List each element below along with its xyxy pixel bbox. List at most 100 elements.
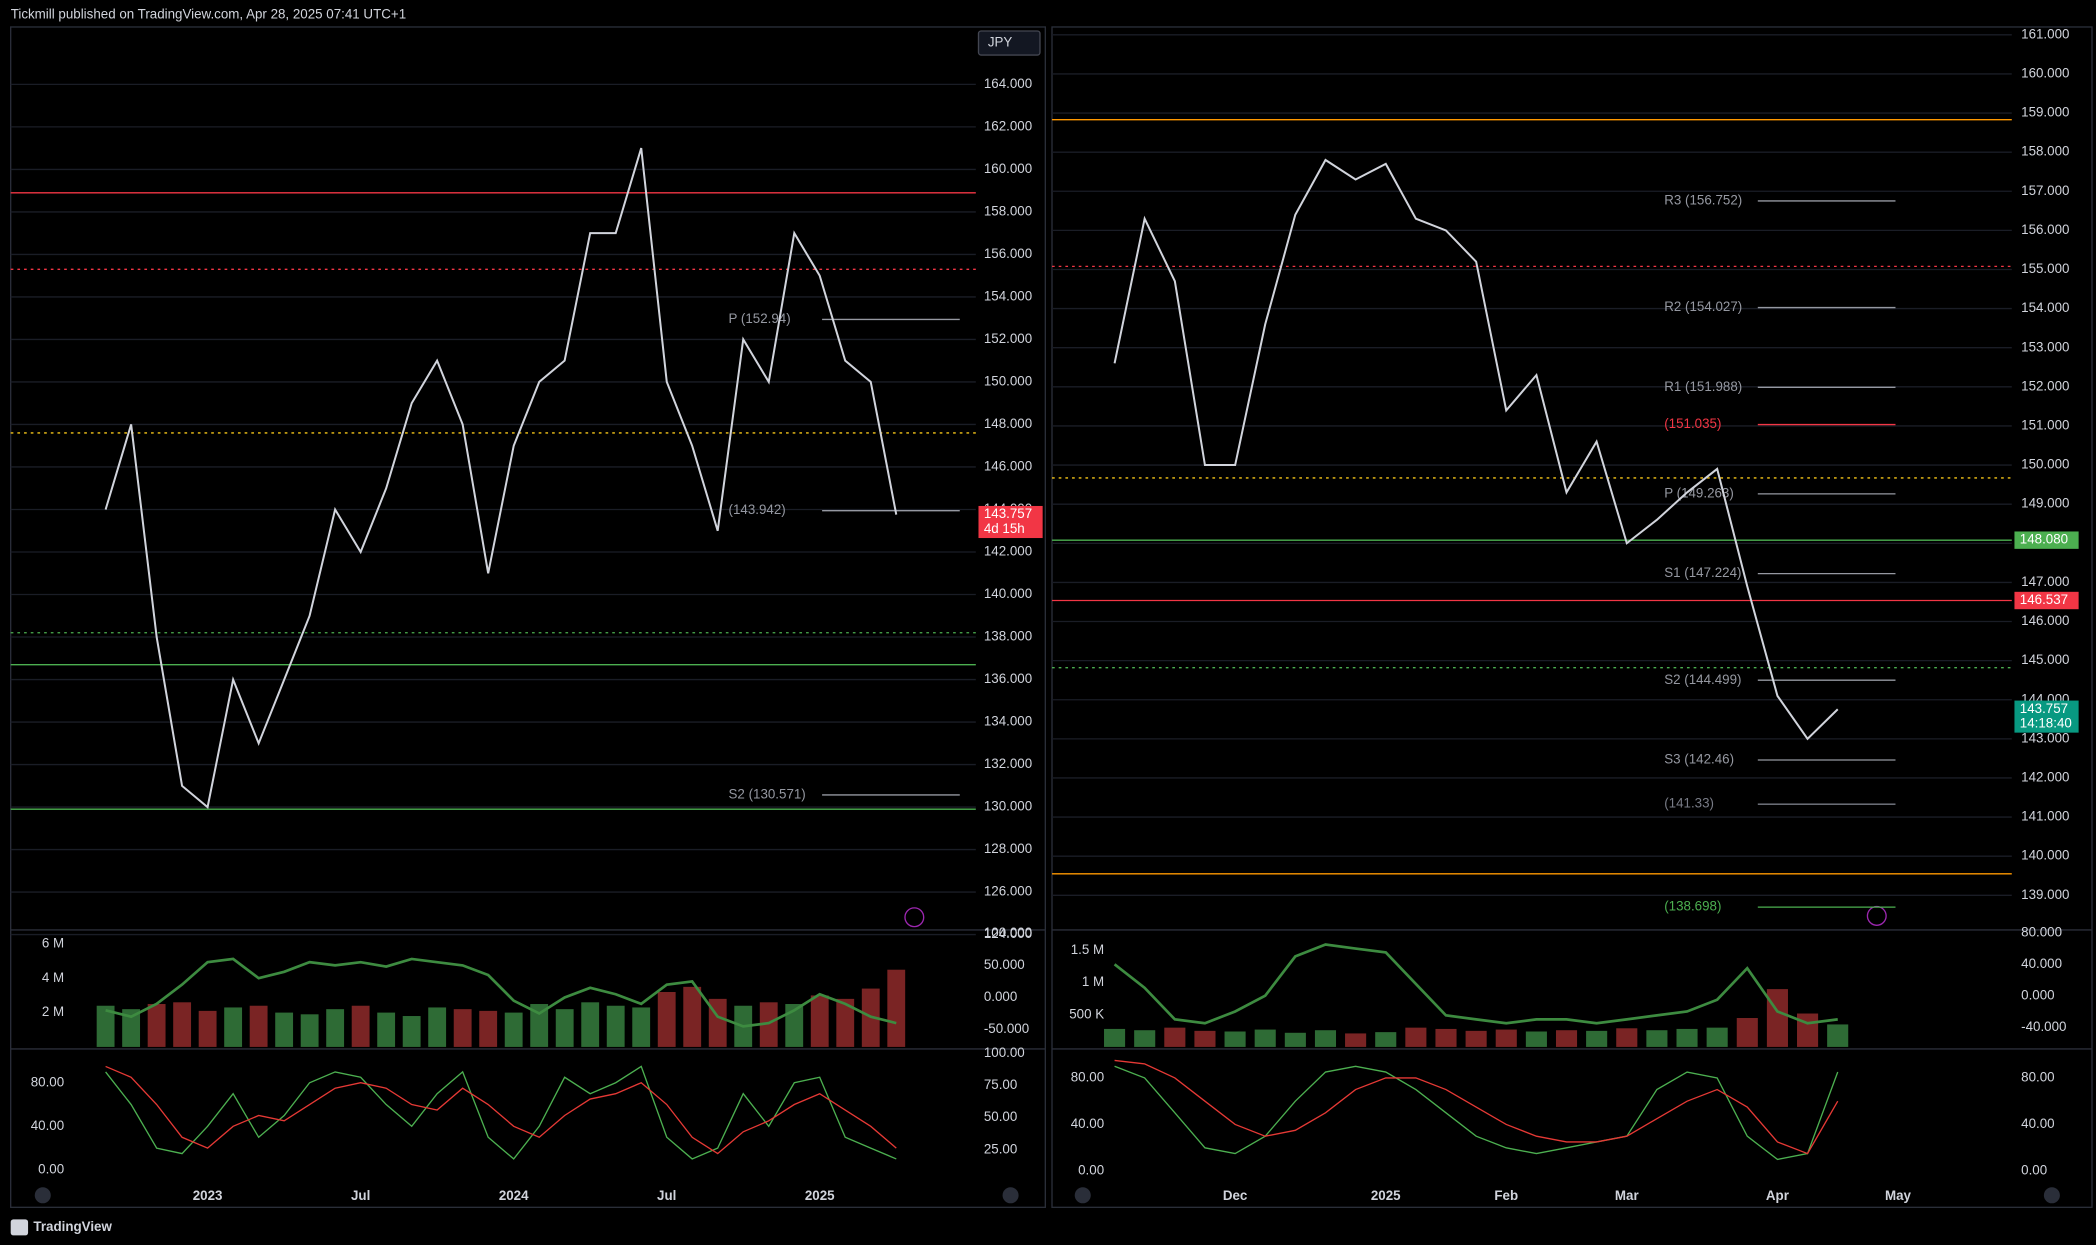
- tick-label: 50.00: [984, 1109, 1017, 1124]
- tick-label: 147.000: [2021, 574, 2069, 589]
- volume-bar: [275, 1012, 294, 1047]
- tick-label: 142.000: [984, 544, 1032, 559]
- brand: TradingView: [33, 1219, 112, 1234]
- x-tick-label: May: [1885, 1188, 1912, 1203]
- tick-label: 152.000: [2021, 378, 2069, 393]
- zoom-button[interactable]: [34, 1187, 51, 1204]
- volume-bar: [1405, 1027, 1427, 1047]
- tick-label: 154.000: [2021, 300, 2069, 315]
- level-label: (143.942): [729, 502, 786, 517]
- tick-label: 141.000: [2021, 809, 2069, 824]
- tick-label: 40.000: [2021, 956, 2062, 971]
- tick-label: 4 M: [42, 970, 64, 985]
- tick-label: 150.000: [2021, 457, 2069, 472]
- x-tick-label: Feb: [1494, 1188, 1518, 1203]
- price-tag-note: 4d 15h: [984, 521, 1025, 536]
- tick-label: 146.000: [984, 459, 1032, 474]
- level-label: (138.698): [1664, 899, 1721, 914]
- tick-label: 100.00: [984, 1045, 1025, 1060]
- tick-label: 162.000: [984, 118, 1032, 133]
- tick-label: 140.000: [984, 586, 1032, 601]
- event-icon[interactable]: [904, 907, 925, 928]
- auto-button[interactable]: [2043, 1187, 2060, 1204]
- tick-label: 75.00: [984, 1077, 1017, 1092]
- currency-box: [977, 30, 1041, 56]
- volume-bar: [1284, 1032, 1306, 1047]
- x-tick-label: 2025: [1371, 1188, 1401, 1203]
- level-label: S1 (147.224): [1664, 565, 1741, 580]
- tick-label: 142.000: [2021, 770, 2069, 785]
- tick-label: 158.000: [984, 203, 1032, 218]
- volume-bar: [632, 1007, 651, 1047]
- volume-bar: [1736, 1018, 1758, 1047]
- tick-label: 136.000: [984, 671, 1032, 686]
- currency: JPY: [988, 35, 1013, 50]
- zoom-button[interactable]: [1074, 1187, 1091, 1204]
- volume-bar: [224, 1007, 243, 1047]
- price-tag-note: 14:18:40: [2020, 715, 2072, 730]
- volume-bar: [1495, 1029, 1517, 1047]
- volume-bar: [300, 1014, 319, 1047]
- volume-bar: [1797, 1013, 1819, 1047]
- x-tick-label: Apr: [1766, 1188, 1789, 1203]
- volume-bar: [453, 1009, 472, 1047]
- x-tick-label: 2023: [193, 1188, 223, 1203]
- volume-bar: [1435, 1028, 1457, 1047]
- volume-bar: [1104, 1028, 1126, 1047]
- volume-bar: [351, 1005, 370, 1047]
- volume-bar: [249, 1005, 268, 1047]
- volume-bar: [1525, 1031, 1547, 1047]
- tick-label: 100.000: [984, 925, 1032, 940]
- price-line: [104, 147, 898, 809]
- volume-bar: [555, 1009, 574, 1047]
- tick-label: 40.00: [2021, 1116, 2054, 1131]
- tick-label: 161.000: [2021, 26, 2069, 41]
- volume-bar: [1555, 1030, 1578, 1047]
- tick-label: 80.00: [1071, 1069, 1104, 1084]
- tick-label: 145.000: [2021, 652, 2069, 667]
- volume-bar: [785, 1004, 804, 1047]
- x-tick-label: Mar: [1615, 1188, 1639, 1203]
- tick-label: 132.000: [984, 756, 1032, 771]
- volume-bar: [836, 998, 855, 1047]
- level-label: (151.035): [1664, 416, 1721, 431]
- volume-bar: [1134, 1030, 1156, 1047]
- tick-label: 0.000: [2021, 987, 2054, 1002]
- volume-bar: [1586, 1030, 1608, 1047]
- volume-bar: [1646, 1030, 1668, 1047]
- volume-bar: [326, 1009, 345, 1047]
- oscillator-line: [105, 1065, 897, 1155]
- tick-label: 40.00: [31, 1118, 64, 1133]
- auto-button[interactable]: [1002, 1187, 1019, 1204]
- volume-bar: [810, 995, 829, 1047]
- tick-label: 0.00: [1078, 1163, 1104, 1178]
- oscillator-line: [1114, 1065, 1839, 1161]
- tick-label: 126.000: [984, 884, 1032, 899]
- left-panel: [10, 26, 1046, 1208]
- price-tag-label: 143.757: [984, 506, 1032, 521]
- tick-label: 154.000: [984, 288, 1032, 303]
- tick-label: 158.000: [2021, 144, 2069, 159]
- price-tag-label: 148.080: [2020, 532, 2068, 547]
- tick-label: 139.000: [2021, 887, 2069, 902]
- volume-bar: [683, 986, 702, 1047]
- volume-bar: [147, 1004, 166, 1047]
- volume-bar: [428, 1007, 447, 1047]
- tick-label: -40.000: [2021, 1019, 2066, 1034]
- oscillator-line: [1114, 1059, 1839, 1155]
- volume-bar: [606, 1005, 625, 1047]
- volume-bar: [1345, 1033, 1367, 1047]
- level-label: R1 (151.988): [1664, 379, 1742, 394]
- tick-label: 138.000: [984, 629, 1032, 644]
- volume-bar: [1254, 1029, 1276, 1047]
- volume-bar: [1224, 1031, 1246, 1047]
- tick-label: 153.000: [2021, 339, 2069, 354]
- volume-bar: [759, 1002, 778, 1047]
- x-tick-label: 2024: [499, 1188, 529, 1203]
- volume-bar: [1164, 1027, 1186, 1047]
- tick-label: 80.000: [2021, 924, 2062, 939]
- tick-label: 151.000: [2021, 417, 2069, 432]
- tick-label: 0.000: [984, 989, 1017, 1004]
